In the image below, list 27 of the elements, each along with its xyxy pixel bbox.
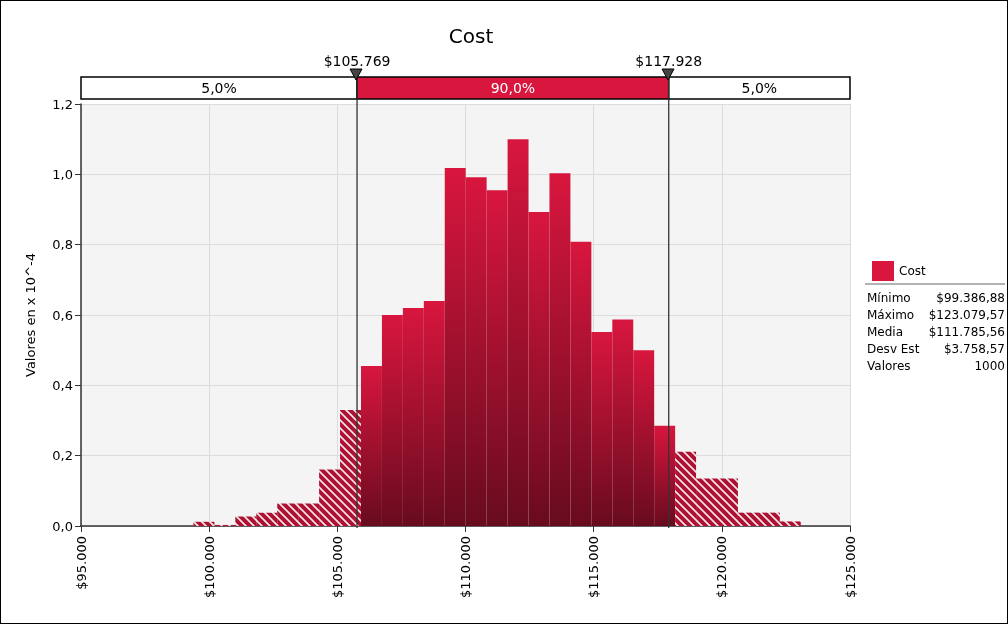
y-tick-label: 0,0 (52, 518, 73, 534)
x-tick-label: $110.000 (458, 536, 473, 599)
text: 90,0% (490, 80, 536, 96)
x-tick-label: $95.000 (73, 536, 89, 590)
text: Media $111.785,56 (867, 325, 1005, 339)
y-axis-title: Valores en x 10^-4 (23, 253, 38, 377)
y-tick-label: 0,8 (52, 237, 73, 253)
text: 5,0% (741, 80, 778, 96)
x-tick-label: $120.000 (714, 536, 730, 599)
ref-line-label: $117.928 (635, 53, 703, 69)
x-tick-label: $115.000 (586, 536, 602, 599)
x-tick-label: $100.000 (201, 536, 217, 599)
text: Desv Est $3.758,57 (867, 342, 1005, 356)
text: 5,0% (201, 80, 237, 96)
ref-line-label: $105.769 (323, 53, 391, 69)
y-tick-label: 0,4 (52, 377, 73, 393)
x-tick-label: $125.000 (842, 536, 858, 599)
y-tick-label: 1,2 (52, 96, 73, 112)
x-tick-label: $105.000 (329, 536, 345, 599)
text: Valores 1000 (867, 359, 1005, 373)
y-tick-label: 0,2 (52, 448, 73, 464)
y-tick-label: 0,6 (52, 307, 73, 323)
y-tick-label: 1,0 (52, 166, 73, 182)
text: Mínimo $99.386,88 (867, 291, 1005, 305)
legend-label: Cost (899, 264, 926, 278)
text: Máximo $123.079,57 (867, 308, 1005, 322)
chart-title: Cost (448, 24, 494, 48)
